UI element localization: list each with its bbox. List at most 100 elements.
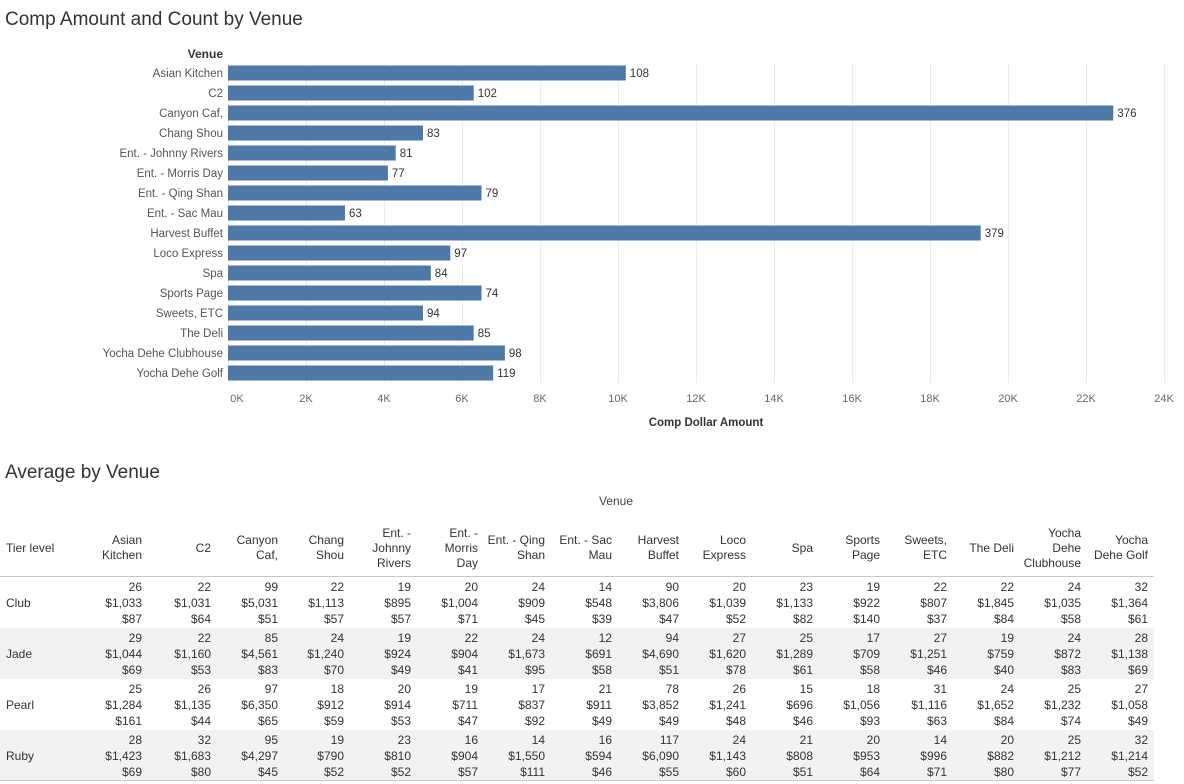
table-cell: 24 $1,240 $70	[274, 630, 344, 678]
column-header-line: Ent. - Qing	[487, 533, 545, 547]
column-header-line: ETC	[923, 548, 947, 562]
tier-label: Club	[6, 595, 31, 610]
cell-value: $1,232	[1044, 698, 1081, 712]
bar	[228, 125, 423, 141]
data-label: 84	[435, 268, 448, 280]
cell-value: 16	[598, 733, 612, 747]
category-label: Yocha Dehe Clubhouse	[103, 348, 223, 360]
bar	[228, 185, 482, 201]
data-label: 108	[630, 68, 649, 80]
table-cell: 20 $914 $53	[341, 681, 411, 729]
cell-value: $1,056	[843, 698, 880, 712]
cell-value: $922	[853, 596, 880, 610]
cell-value: $84	[993, 714, 1014, 728]
cell-value: $1,138	[1111, 647, 1148, 661]
venue-column-header: Harvest Buffet	[617, 520, 679, 576]
cell-value: 22	[197, 580, 211, 594]
table-cell: 31 $1,116 $63	[877, 681, 947, 729]
table-cell: 26 $1,135 $44	[141, 681, 211, 729]
cell-value: $65	[257, 714, 278, 728]
venue-column-header: Ent. - Qing Shan	[475, 520, 545, 576]
cell-value: 24	[1000, 682, 1014, 696]
cell-value: 22	[1000, 580, 1014, 594]
category-label: Canyon Caf,	[159, 108, 223, 120]
column-header-line: C2	[195, 540, 211, 555]
table-cell: 15 $696 $46	[743, 681, 813, 729]
cell-value: 20	[397, 682, 411, 696]
cell-value: $64	[190, 612, 211, 626]
cell-value: $3,852	[642, 698, 679, 712]
bar	[228, 285, 482, 301]
cell-value: 27	[1134, 682, 1148, 696]
x-tick-label: 10K	[608, 393, 628, 405]
cell-value: $57	[323, 612, 344, 626]
bar	[228, 225, 981, 241]
cell-value: $904	[451, 647, 478, 661]
table-cell: 12 $691 $58	[542, 630, 612, 678]
venue-column-header: Spa	[753, 520, 813, 576]
cell-value: 28	[128, 733, 142, 747]
cell-value: $64	[859, 765, 880, 779]
cell-value: $61	[792, 663, 813, 677]
category-label: Ent. - Morris Day	[137, 168, 224, 180]
column-header-line: Shou	[315, 548, 344, 562]
cell-value: $57	[457, 765, 478, 779]
table-cell: 24 $909 $45	[475, 579, 545, 627]
cell-value: 27	[933, 631, 947, 645]
cell-value: $911	[586, 698, 612, 712]
cell-value: 16	[464, 733, 478, 747]
cell-value: $80	[993, 765, 1014, 779]
cell-value: 94	[665, 631, 679, 645]
cell-value: $1,113	[308, 596, 344, 610]
bar	[228, 205, 345, 221]
bar	[228, 305, 423, 321]
cell-value: $77	[1060, 765, 1081, 779]
data-label: 85	[478, 328, 491, 340]
data-label: 119	[497, 368, 515, 380]
cell-value: 25	[799, 631, 813, 645]
tier-level-header: Tier level	[6, 541, 55, 555]
table-cell: 32 $1,683 $80	[141, 732, 211, 780]
table-cell: 18 $1,056 $93	[810, 681, 880, 729]
data-label: 81	[400, 148, 413, 160]
column-header-line: Buffet	[647, 548, 679, 562]
table-cell: 14 $996 $71	[877, 732, 947, 780]
cell-value: $41	[457, 663, 478, 677]
cell-value: 22	[464, 631, 478, 645]
cell-value: $1,212	[1044, 749, 1081, 763]
data-label: 379	[985, 228, 1004, 240]
cell-value: 20	[866, 733, 880, 747]
cell-value: $49	[591, 714, 612, 728]
cell-value: $45	[257, 765, 278, 779]
cell-value: $1,035	[1044, 596, 1081, 610]
cell-value: 23	[799, 580, 813, 594]
table-cell: 24 $1,673 $95	[475, 630, 545, 678]
category-label: Harvest Buffet	[150, 228, 223, 240]
cell-value: 26	[128, 580, 142, 594]
cell-value: $46	[792, 714, 813, 728]
cell-value: 27	[732, 631, 746, 645]
cell-value: $914	[384, 698, 411, 712]
cell-value: $52	[323, 765, 344, 779]
cell-value: $1,364	[1111, 596, 1148, 610]
cell-value: 23	[397, 733, 411, 747]
cell-value: 24	[330, 631, 344, 645]
table-cell: 19 $922 $140	[810, 579, 880, 627]
cell-value: $80	[190, 765, 211, 779]
venue-column-header: Ent. - Johnny Rivers	[349, 520, 411, 576]
cell-value: $46	[591, 765, 612, 779]
cell-value: $52	[1127, 765, 1148, 779]
cell-value: $48	[725, 714, 746, 728]
cell-value: 19	[330, 733, 344, 747]
table-cell: 99 $5,031 $51	[208, 579, 278, 627]
tier-label: Pearl	[6, 697, 35, 712]
table-cell: 90 $3,806 $47	[609, 579, 679, 627]
category-label: Spa	[203, 268, 224, 280]
cell-value: $1,214	[1111, 749, 1148, 763]
cell-value: $87	[121, 612, 142, 626]
cell-value: 14	[531, 733, 545, 747]
table-cell: 17 $709 $58	[810, 630, 880, 678]
cell-value: $70	[323, 663, 344, 677]
cell-value: $1,031	[174, 596, 211, 610]
cell-value: 32	[1134, 580, 1148, 594]
